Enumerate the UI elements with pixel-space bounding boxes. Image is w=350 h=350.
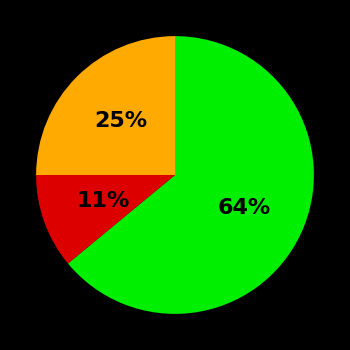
Text: 25%: 25% (94, 111, 148, 131)
Text: 11%: 11% (76, 191, 130, 211)
Text: 64%: 64% (217, 197, 271, 217)
Wedge shape (36, 36, 175, 175)
Wedge shape (36, 175, 175, 264)
Wedge shape (68, 36, 314, 314)
